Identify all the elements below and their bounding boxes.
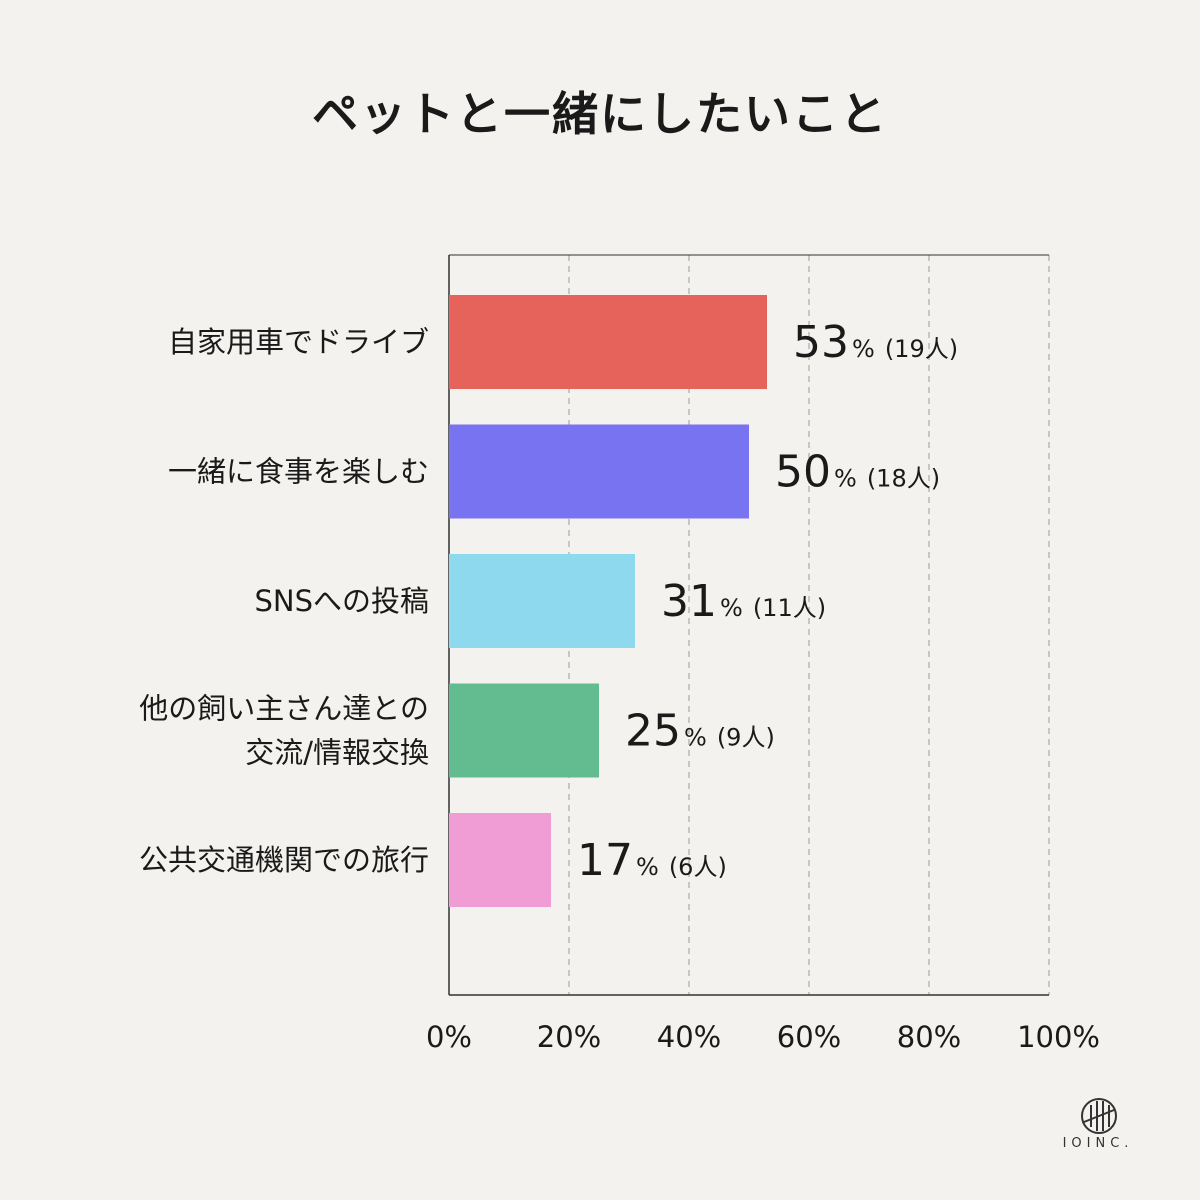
percent-symbol: %: [636, 853, 659, 881]
x-tick-label: 0%: [426, 1020, 472, 1054]
value-number: 25: [625, 706, 681, 757]
value-number: 50: [775, 447, 831, 498]
count-label: (11人): [753, 594, 826, 622]
x-tick-label: 40%: [657, 1020, 721, 1054]
x-tick-label: 60%: [777, 1020, 841, 1054]
percent-symbol: %: [720, 594, 743, 622]
value-label: 25% (9人): [625, 706, 775, 757]
company-logo-icon: [1081, 1098, 1117, 1134]
count-label: (19人): [885, 335, 958, 363]
value-number: 17: [577, 835, 633, 886]
value-label: 50% (18人): [775, 447, 940, 498]
value-label: 17% (6人): [577, 835, 727, 886]
x-tick-label: 100%: [1017, 1020, 1100, 1054]
bar: [449, 295, 767, 389]
value-label: 31% (11人): [661, 576, 826, 627]
company-logo-text: IOINC.: [1062, 1136, 1134, 1151]
count-label: (18人): [867, 465, 940, 493]
value-label: 53% (19人): [793, 317, 958, 368]
count-label: (6人): [669, 853, 727, 881]
category-label: 自家用車でドライブ: [168, 325, 429, 359]
bar-layer: [449, 295, 767, 907]
chart-title: ペットと一緒にしたいこと: [312, 87, 888, 141]
bar: [449, 424, 749, 519]
category-label: SNSへの投稿: [254, 584, 429, 618]
count-label: (9人): [717, 724, 775, 752]
x-tick-label: 20%: [537, 1020, 601, 1054]
bar: [449, 683, 599, 778]
category-label: 他の飼い主さん達との: [139, 692, 429, 726]
percent-symbol: %: [852, 335, 875, 363]
category-label: 一緒に食事を楽しむ: [168, 455, 429, 489]
percent-symbol: %: [834, 465, 857, 493]
value-number: 53: [793, 317, 849, 368]
category-label: 交流/情報交換: [245, 736, 429, 770]
percent-symbol: %: [684, 724, 707, 752]
bar: [449, 813, 551, 907]
label-layer: 自家用車でドライブ 53% (19人) 一緒に食事を楽しむ 50% (18人) SNSへの投…: [139, 317, 958, 886]
tick-layer: 0% 20% 40% 60% 80% 100%: [426, 1020, 1100, 1054]
category-label: 公共交通機関での旅行: [139, 843, 429, 877]
bar: [449, 554, 635, 648]
value-number: 31: [661, 576, 717, 627]
x-tick-label: 80%: [897, 1020, 961, 1054]
